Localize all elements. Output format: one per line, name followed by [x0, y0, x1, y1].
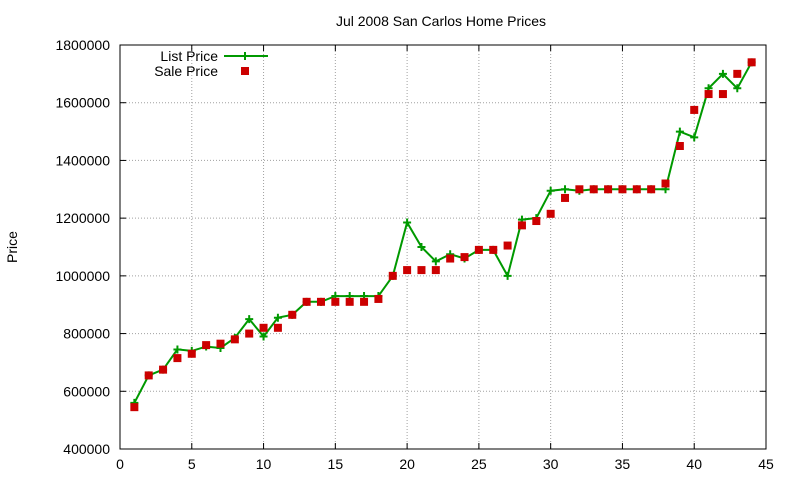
y-tick-label: 1000000 — [55, 268, 110, 284]
sale-price-point — [144, 371, 153, 380]
sale-price-point — [532, 217, 541, 226]
sale-price-point — [733, 69, 742, 78]
y-tick-label: 1800000 — [55, 37, 110, 53]
sale-price-point — [517, 221, 526, 230]
sale-price-point — [360, 297, 369, 306]
sale-price-point — [302, 297, 311, 306]
sale-price-point — [661, 179, 670, 188]
sale-price-point — [474, 245, 483, 254]
list-price-point — [733, 84, 742, 93]
x-tick-label: 15 — [328, 456, 344, 472]
list-price-point — [561, 185, 570, 194]
sale-price-point — [230, 335, 239, 344]
sale-price-point — [388, 271, 397, 280]
list-price-point — [503, 271, 512, 280]
sale-price-point — [561, 193, 570, 202]
sale-price-point — [675, 142, 684, 150]
y-tick-label: 400000 — [63, 441, 110, 457]
x-tick-label: 20 — [399, 456, 415, 472]
plot-frame — [119, 44, 767, 450]
sale-price-point — [575, 185, 584, 194]
sale-price-point — [604, 185, 613, 194]
x-tick-label: 25 — [471, 456, 487, 472]
sale-price-point — [345, 297, 354, 306]
sale-price-point — [632, 185, 641, 194]
x-tick-label: 30 — [543, 456, 559, 472]
sale-price-point — [589, 185, 598, 194]
sale-price-point — [331, 297, 340, 306]
sale-price-point — [374, 294, 383, 303]
sale-price-point — [431, 266, 440, 275]
sale-price-point — [288, 310, 297, 319]
legend-label-sale-price: Sale Price — [154, 63, 218, 79]
sale-price-point — [460, 253, 469, 262]
list-price-point — [417, 243, 426, 251]
list-price-point — [273, 313, 282, 322]
sale-price-point — [417, 266, 426, 275]
x-tick-label: 10 — [256, 456, 272, 472]
sale-price-point — [173, 354, 182, 363]
x-tick-label: 0 — [116, 456, 124, 472]
sale-price-point — [403, 266, 412, 275]
list-price-point — [259, 332, 268, 341]
legend-label-list-price: List Price — [160, 48, 218, 64]
x-tick-label: 5 — [188, 456, 196, 472]
list-price-point — [718, 69, 727, 78]
sale-price-point — [446, 254, 455, 263]
sale-price-point — [503, 241, 512, 250]
sale-price-point — [618, 185, 627, 194]
list-price-point — [173, 345, 182, 354]
y-axis-label: Price — [4, 231, 20, 263]
list-price-point — [431, 257, 440, 266]
list-price-point — [690, 133, 699, 142]
sale-price-point — [704, 90, 713, 99]
legend-marker-sale-price — [241, 67, 249, 75]
x-tick-label: 45 — [758, 456, 774, 472]
chart-title: Jul 2008 San Carlos Home Prices — [336, 13, 546, 29]
list-price-point — [403, 218, 412, 227]
sale-price-point — [216, 339, 225, 348]
list-price-line — [133, 61, 753, 404]
list-price-point — [245, 315, 254, 324]
x-tick-label: 40 — [686, 456, 702, 472]
sale-price-point — [718, 90, 727, 99]
sale-price-point — [187, 349, 196, 358]
y-tick-label: 800000 — [63, 326, 110, 342]
sale-price-point — [489, 245, 498, 254]
grid-lines — [120, 45, 766, 449]
list-price-point — [546, 186, 555, 195]
sale-price-point — [130, 403, 139, 412]
axis-ticks: 0 5 10 15 20 25 30 35 40 45 400000 600000 800000 1000… — [55, 37, 774, 472]
sale-price-point — [273, 323, 282, 332]
sale-price-point — [159, 365, 168, 374]
sale-price-point — [546, 209, 555, 218]
x-tick-label: 35 — [615, 456, 631, 472]
y-tick-label: 600000 — [63, 383, 110, 399]
legend: List Price Sale Price — [154, 48, 268, 79]
sale-price-point — [690, 105, 699, 114]
sale-price-point — [259, 323, 268, 332]
y-tick-label: 1400000 — [55, 152, 110, 168]
sale-price-point — [316, 297, 325, 306]
y-tick-label: 1600000 — [55, 95, 110, 111]
sale-price-point — [245, 329, 254, 338]
legend-marker-list-price — [241, 52, 249, 60]
sale-price-point — [747, 58, 756, 67]
list-price-point — [675, 127, 684, 136]
sale-price-point — [647, 185, 656, 194]
sale-price-point — [202, 341, 211, 350]
series-layer — [130, 58, 756, 412]
y-tick-label: 1200000 — [55, 210, 110, 226]
